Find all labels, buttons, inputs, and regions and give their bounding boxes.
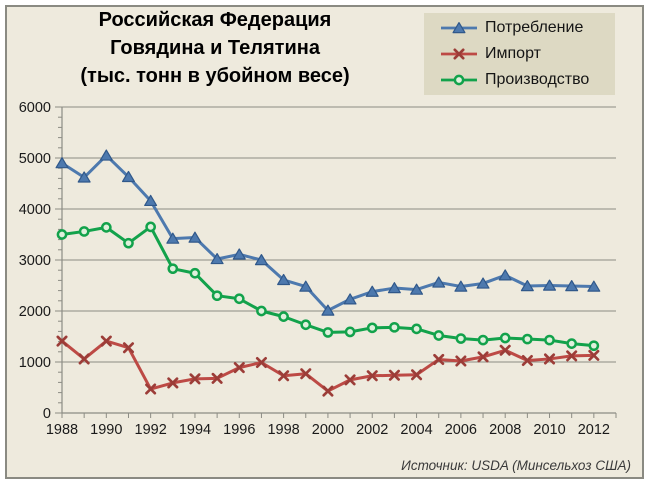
y-axis-labels: 0 1000 2000 3000 4000 5000 6000 (19, 100, 51, 422)
legend-item-production: Производство (424, 67, 615, 93)
chart-title: Российская Федерация Говядина и Телятина… (35, 6, 395, 90)
legend-label-imports: Импорт (485, 45, 541, 62)
svg-text:0: 0 (43, 406, 51, 422)
svg-text:5000: 5000 (19, 151, 51, 167)
chart-title-line3: (тыс. тонн в убойном весе) (80, 65, 350, 87)
chart-title-line1: Российская Федерация (98, 9, 332, 31)
svg-text:3000: 3000 (19, 253, 51, 269)
svg-text:1992: 1992 (135, 422, 167, 438)
legend-label-production: Производство (485, 71, 590, 88)
legend-item-consumption: Потребление (424, 15, 615, 41)
line-x-marker-icon (441, 48, 477, 60)
svg-text:4000: 4000 (19, 202, 51, 218)
svg-text:6000: 6000 (19, 100, 51, 116)
svg-text:1988: 1988 (46, 422, 78, 438)
svg-text:1998: 1998 (267, 422, 299, 438)
source-note: Источник: USDA (Минсельхоз США) (401, 458, 631, 473)
line-triangle-marker-icon (441, 22, 477, 34)
svg-text:1996: 1996 (223, 422, 255, 438)
series-consumption (55, 149, 601, 316)
legend: Потребление Импорт Производство (424, 13, 615, 95)
svg-text:2012: 2012 (578, 422, 610, 438)
legend-label-consumption: Потребление (485, 19, 584, 36)
gridlines (62, 106, 616, 414)
svg-text:2000: 2000 (19, 304, 51, 320)
svg-text:2006: 2006 (445, 422, 477, 438)
chart-title-line2: Говядина и Телятина (110, 37, 320, 59)
svg-text:2000: 2000 (312, 422, 344, 438)
svg-text:2010: 2010 (533, 422, 565, 438)
x-axis-labels: 1988 1990 1992 1994 1996 1998 2000 2002 2004 2006… (46, 422, 610, 438)
svg-text:1000: 1000 (19, 355, 51, 371)
svg-text:1990: 1990 (90, 422, 122, 438)
legend-item-imports: Импорт (424, 41, 615, 67)
svg-text:2004: 2004 (400, 422, 432, 438)
svg-text:2008: 2008 (489, 422, 521, 438)
line-circle-marker-icon (441, 74, 477, 86)
series-production (56, 221, 600, 352)
svg-text:1994: 1994 (179, 422, 211, 438)
series-imports (56, 335, 600, 397)
svg-text:2002: 2002 (356, 422, 388, 438)
axes (55, 106, 617, 418)
